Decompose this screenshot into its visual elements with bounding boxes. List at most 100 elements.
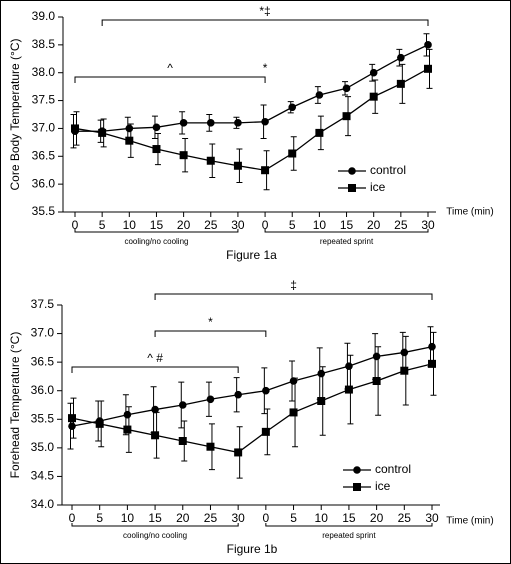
x-axis-label: Time (min) (446, 207, 493, 218)
marker (123, 410, 132, 419)
marker (261, 427, 270, 436)
marker (317, 397, 326, 405)
legend-marker (353, 483, 361, 491)
y-tick-label: 38.0 (32, 65, 56, 79)
y-tick-label: 34.0 (31, 497, 55, 511)
y-tick-label: 36.0 (31, 383, 55, 397)
marker (261, 166, 270, 175)
marker (317, 369, 326, 378)
marker (179, 119, 188, 127)
annotation: ‡ (290, 278, 297, 292)
marker (289, 408, 298, 417)
marker (315, 128, 324, 137)
annotation: * (208, 315, 213, 329)
x-tick-label: 20 (176, 511, 190, 525)
marker (179, 151, 188, 160)
marker (342, 84, 351, 93)
x-tick-label: 20 (370, 511, 384, 525)
annotation: * (263, 61, 268, 75)
x-tick-label: 0 (72, 218, 79, 232)
series-line (71, 346, 433, 427)
marker (68, 414, 76, 423)
y-axis-label: Forehead Temperature (°C) (8, 332, 22, 479)
y-tick-label: 36.5 (32, 148, 56, 162)
marker (400, 348, 409, 357)
x-tick-label: 25 (398, 511, 412, 525)
marker (372, 352, 381, 361)
marker (288, 103, 297, 112)
marker (234, 390, 242, 399)
marker (424, 64, 432, 73)
marker (71, 124, 79, 133)
marker (397, 53, 405, 62)
marker (233, 161, 242, 170)
x-tick-label: 10 (313, 218, 327, 232)
series-line (71, 363, 433, 454)
marker (345, 362, 353, 370)
x-axis-label: Time (min) (446, 516, 493, 527)
x-tick-label: 15 (340, 218, 354, 232)
marker (428, 359, 436, 368)
legend-marker (348, 184, 356, 192)
marker (151, 405, 159, 414)
marker (234, 119, 242, 127)
y-tick-label: 36.0 (32, 176, 56, 190)
legend-label: control (375, 462, 411, 476)
marker (344, 385, 353, 394)
marker (369, 92, 378, 101)
marker (261, 117, 269, 126)
significance-bracket (71, 366, 239, 373)
x-tick-label: 10 (121, 511, 135, 525)
x-tick-label: 30 (231, 218, 245, 232)
marker (428, 342, 436, 351)
marker (206, 442, 215, 451)
marker (372, 377, 381, 385)
phase-bracket (264, 229, 429, 233)
y-tick-label: 36.5 (31, 354, 55, 368)
x-tick-label: 30 (421, 218, 435, 232)
y-tick-label: 38.5 (32, 37, 56, 51)
x-tick-label: 30 (425, 511, 439, 525)
x-tick-label: 5 (99, 218, 106, 232)
marker (369, 68, 378, 77)
marker (206, 119, 215, 127)
x-tick-label: 5 (289, 218, 296, 232)
significance-bracket (154, 330, 267, 337)
series-line (74, 68, 429, 171)
y-tick-label: 37.0 (31, 326, 55, 340)
phase-bracket (71, 523, 239, 527)
figure-caption: Figure 1a (226, 248, 277, 262)
marker (125, 124, 134, 133)
series-line (75, 44, 429, 132)
x-tick-label: 0 (263, 511, 270, 525)
marker (206, 395, 215, 404)
significance-bracket (74, 76, 266, 83)
marker (178, 437, 187, 445)
legend-label: ice (375, 479, 391, 493)
y-tick-label: 35.5 (31, 411, 55, 425)
marker (315, 91, 324, 99)
y-tick-label: 37.0 (32, 121, 56, 135)
phase-label: cooling/no cooling (124, 237, 188, 246)
significance-bracket (101, 19, 429, 26)
x-tick-label: 10 (123, 218, 137, 232)
marker (98, 128, 107, 137)
significance-bracket (154, 293, 433, 300)
marker (396, 79, 405, 88)
legend-marker (353, 466, 361, 474)
y-tick-label: 35.5 (32, 204, 56, 218)
y-axis-label: Core Body Temperature (°C) (8, 39, 22, 191)
marker (125, 136, 134, 145)
marker (424, 41, 432, 49)
phase-label: cooling/no cooling (123, 531, 187, 540)
marker (151, 431, 160, 440)
x-tick-label: 15 (150, 218, 164, 232)
phase-bracket (74, 229, 239, 233)
x-tick-label: 10 (315, 511, 329, 525)
annotation: *‡ (259, 4, 270, 18)
annotation: ^ (167, 61, 173, 75)
marker (400, 366, 409, 375)
phase-label: repeated sprint (320, 237, 374, 246)
